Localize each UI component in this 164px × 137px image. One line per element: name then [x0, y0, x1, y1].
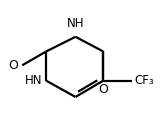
Text: O: O — [98, 83, 108, 96]
Text: O: O — [8, 59, 18, 72]
Text: HN: HN — [25, 74, 42, 87]
Text: NH: NH — [67, 17, 84, 30]
Text: CF₃: CF₃ — [134, 74, 154, 87]
